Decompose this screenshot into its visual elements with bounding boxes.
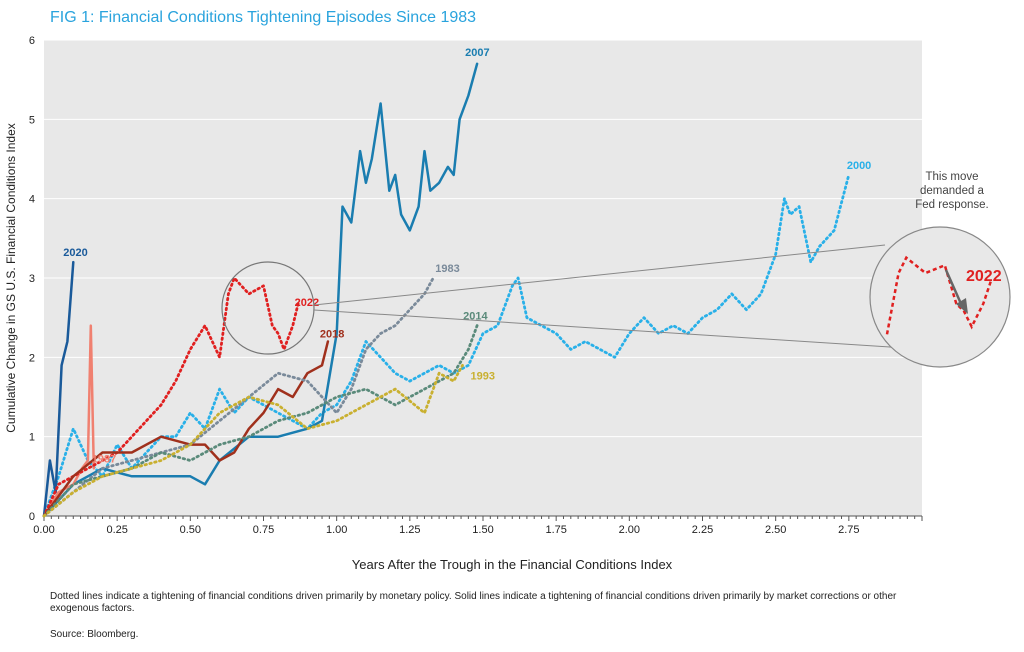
series-label-2018: 2018: [320, 328, 344, 340]
y-tick-label-6: 6: [29, 35, 35, 47]
series-line-2018: [42, 340, 330, 518]
zoom-circle-large: [869, 226, 1011, 368]
y-tick-label-3: 3: [29, 273, 35, 285]
series-line-1993: [42, 363, 464, 518]
series-line-2000: [42, 173, 851, 518]
series-label-1983: 1983: [435, 263, 459, 275]
source-note: Source: Bloomberg.: [50, 629, 139, 640]
annotation-text-line: This move: [925, 171, 978, 183]
series-line-2022: [42, 276, 301, 518]
zoom-label-2022: 2022: [966, 268, 1002, 285]
y-tick-label-0: 0: [29, 511, 35, 523]
x-tick-label-0.50: 0.50: [180, 524, 201, 536]
x-tick-label-2.00: 2.00: [619, 524, 640, 536]
zoom-circle-small: [221, 261, 315, 355]
chart-title: FIG 1: Financial Conditions Tightening E…: [50, 9, 477, 26]
axes: 0 1 2 3 4 5 6 0.00 0.25 0.50 0.75 1.00 1.25 1.50 1.75 2…: [29, 35, 923, 536]
annotation-text-line: demanded a: [920, 185, 985, 197]
y-tick-label-2: 2: [29, 352, 35, 364]
callout-arrow-line: [944, 269, 964, 307]
y-axis-label: Cumulative Change in GS U.S. Financial C…: [4, 123, 18, 433]
x-tick-label-2.25: 2.25: [692, 524, 713, 536]
x-tick-label-2.75: 2.75: [838, 524, 859, 536]
y-tick-label-5: 5: [29, 114, 35, 126]
series-label-2007: 2007: [465, 47, 489, 59]
x-tick-label-1.50: 1.50: [472, 524, 493, 536]
y-tick-label-4: 4: [29, 194, 35, 206]
series-label-1993: 1993: [471, 370, 495, 382]
series-line-2020: [42, 260, 75, 518]
x-tick-label-0.00: 0.00: [33, 524, 54, 536]
callout-connector-top: [313, 244, 886, 306]
x-tick-label-1.00: 1.00: [326, 524, 347, 536]
y-tick-label-1: 1: [29, 432, 35, 444]
series-label-2022: 2022: [295, 297, 319, 309]
series-line-2022-zoomed: [885, 255, 993, 335]
x-tick-label-0.75: 0.75: [253, 524, 274, 536]
x-tick-label-1.25: 1.25: [399, 524, 420, 536]
x-tick-label-2.50: 2.50: [765, 524, 786, 536]
gridlines: [44, 39, 922, 438]
callout-arrowhead-icon: [956, 298, 968, 314]
x-tick-label-0.25: 0.25: [106, 524, 127, 536]
series-label-2000: 2000: [847, 160, 871, 172]
series-line-2007: [42, 62, 479, 518]
callout-connector-bottom: [313, 309, 906, 349]
series-group: [42, 62, 851, 518]
series-label-2020: 2020: [63, 247, 87, 259]
footnote: Dotted lines indicate a tightening of fi…: [50, 591, 897, 614]
x-tick-label-1.75: 1.75: [545, 524, 566, 536]
annotation-text-line: Fed response.: [915, 199, 989, 211]
series-label-1987: 1987: [92, 453, 116, 465]
series-line-1983: [42, 276, 435, 518]
x-axis-label: Years After the Trough in the Financial …: [351, 557, 673, 572]
callout: 2022 This move demanded a Fed response.: [221, 171, 1011, 368]
